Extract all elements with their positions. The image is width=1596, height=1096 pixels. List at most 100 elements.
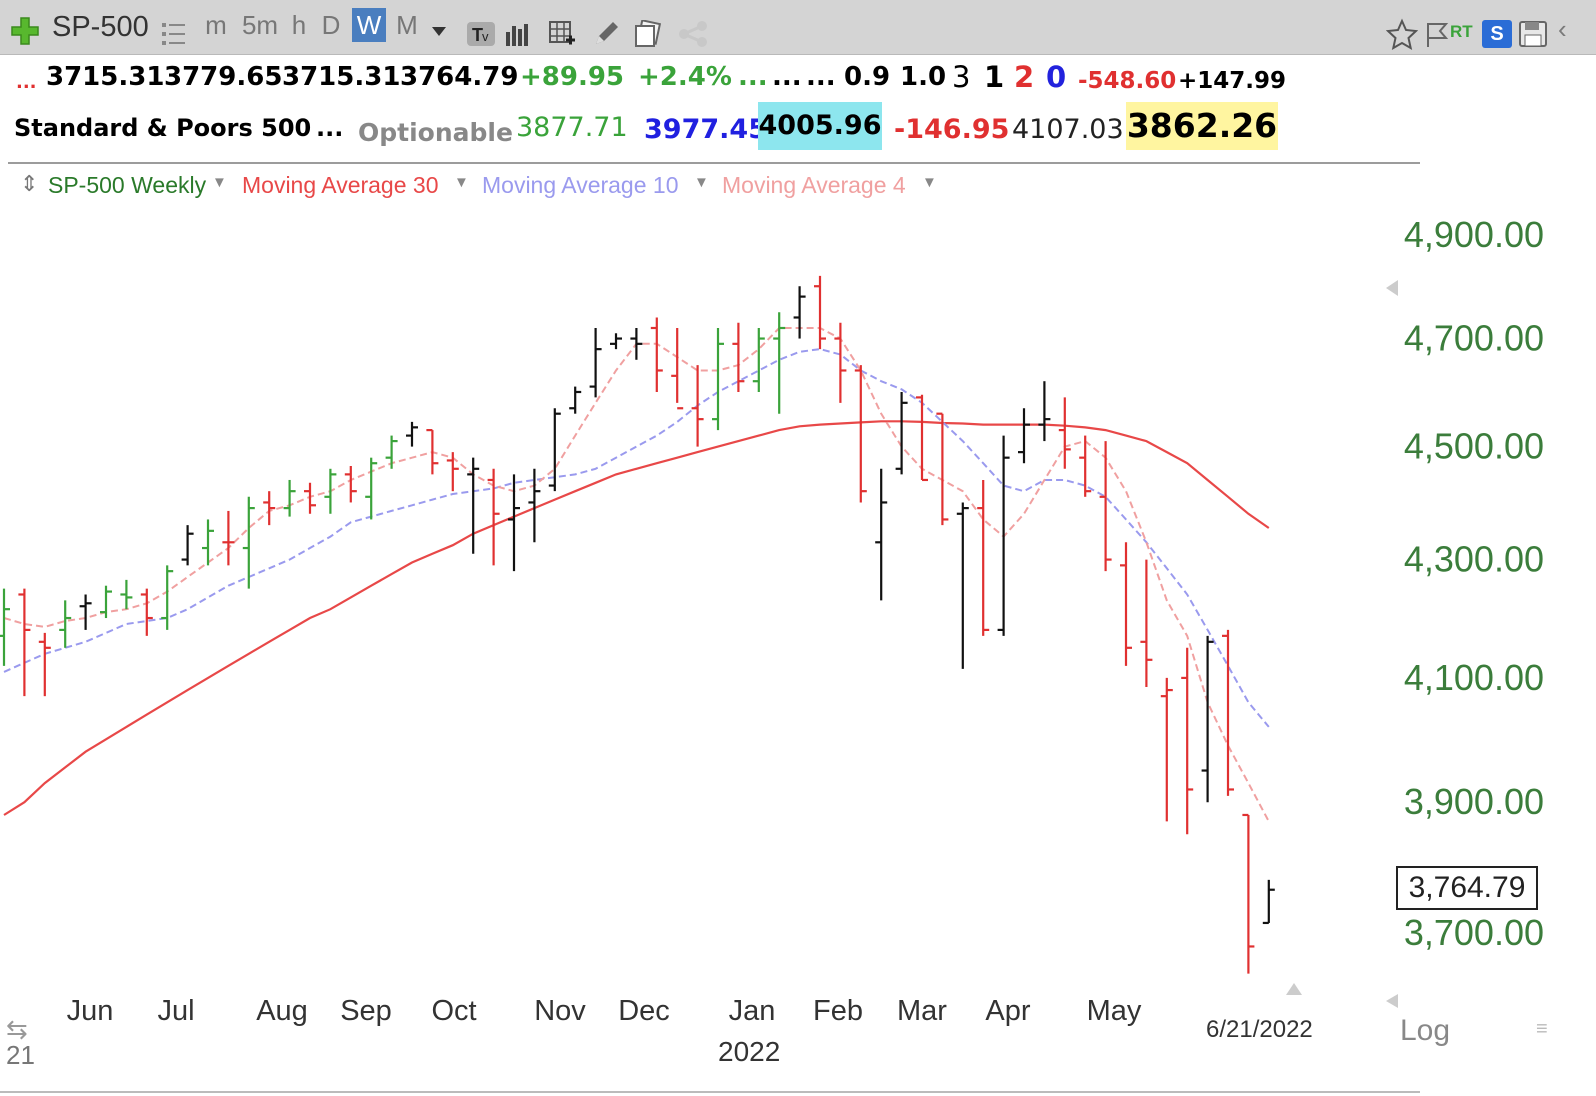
left-scroll-icon[interactable]: ⇆ [6, 1014, 28, 1044]
legend-ma4-dropdown-icon[interactable]: ▼ [922, 174, 937, 191]
s-button[interactable]: S [1482, 20, 1512, 48]
ohlc-bar [161, 565, 174, 630]
ohlc-bar [589, 327, 602, 398]
ohlc-bar [814, 275, 826, 350]
left-partial-label: 21 [6, 1040, 35, 1070]
x-tick-label: Sep [340, 995, 392, 1027]
ohlc-bar [0, 588, 10, 666]
row1-prefix: ... [16, 72, 37, 93]
ohlc-bar [1140, 559, 1153, 688]
interval-m-monthly[interactable]: M [396, 10, 418, 40]
row1-count-2: 1 [984, 60, 1005, 94]
legend-ma10[interactable]: Moving Average 10 [482, 172, 679, 198]
ohlc-bar [610, 333, 622, 350]
row1-ellipsis-3: ... [806, 62, 836, 92]
ma30-line [3, 420, 1270, 816]
header-separator [8, 162, 1420, 164]
ohlc-bar [1242, 813, 1255, 974]
scroll-left-arrow-icon[interactable] [1386, 280, 1398, 296]
ohlc-bar [875, 468, 888, 601]
moving-average-lines [3, 327, 1270, 822]
add-icon[interactable] [10, 16, 40, 46]
flag-icon[interactable] [1424, 20, 1452, 48]
row1-value-2: 1.0 [900, 62, 947, 92]
ohlc-bar [263, 491, 276, 526]
optionable-label: Optionable [358, 118, 513, 147]
rt-label[interactable]: RT [1450, 22, 1473, 41]
pencil-icon[interactable] [592, 20, 620, 48]
y-tick-label: 4,900.00 [1404, 214, 1544, 255]
ohlc-bar [1038, 381, 1051, 442]
ohlc-bar [916, 394, 928, 482]
ohlc-bar [283, 479, 296, 517]
ohlc-bar [732, 322, 745, 392]
y-tick-label: 3,900.00 [1404, 781, 1544, 822]
ohlc-bar [508, 474, 520, 572]
list-icon[interactable] [160, 20, 188, 48]
ohlc-bar [120, 579, 133, 610]
ohlc-bar [242, 496, 255, 589]
ohlc-bar [752, 327, 765, 392]
ohlc-bar [630, 327, 643, 360]
interval-m[interactable]: m [205, 10, 227, 40]
ohlc-bar [100, 585, 112, 619]
ohlc-bar [956, 502, 969, 669]
dropdown-icon[interactable] [430, 22, 448, 40]
ohlc-bar [304, 482, 316, 514]
legend-ma10-dropdown-icon[interactable]: ▼ [694, 174, 709, 191]
x-tick-label: Feb [813, 995, 863, 1027]
y-axis: 4,900.00 4,700.00 4,500.00 4,300.00 4,100.00… [1404, 214, 1544, 953]
ohlc-bar [1262, 879, 1275, 925]
ohlc-bar [1160, 677, 1173, 822]
symbol-label[interactable]: SP-500 [52, 11, 149, 43]
ohlc-bar [365, 457, 378, 520]
row2-value-5: 4107.03 [1012, 114, 1124, 145]
scale-menu-icon[interactable]: ≡ [1536, 1018, 1548, 1040]
y-tick-label: 4,300.00 [1404, 539, 1544, 580]
ohlc-bar [712, 327, 724, 431]
bar-chart-icon[interactable] [504, 20, 532, 48]
svg-text:T: T [472, 25, 483, 45]
ohlc-bar [426, 428, 439, 475]
legend-ma30-dropdown-icon[interactable]: ▼ [454, 174, 469, 191]
ohlc-bar [936, 412, 949, 526]
high-value: 3779.65 [164, 62, 283, 92]
x-tick-label: Jan [729, 995, 776, 1027]
footer-separator [0, 1091, 1420, 1093]
row1-pos-value: +147.99 [1178, 68, 1287, 94]
star-icon[interactable] [1386, 18, 1418, 50]
ohlc-bar [79, 594, 92, 630]
table-icon[interactable] [548, 20, 576, 48]
price-chart[interactable]: 4,900.00 4,700.00 4,500.00 4,300.00 4,100.00… [0, 160, 1596, 1096]
legend-ma30[interactable]: Moving Average 30 [242, 172, 439, 198]
drag-handle-icon[interactable]: ⇕ [20, 171, 39, 196]
legend-series-dropdown-icon[interactable]: ▼ [212, 174, 227, 191]
notes-icon[interactable] [634, 20, 662, 48]
ohlc-bar [1201, 635, 1214, 803]
save-icon[interactable] [1518, 20, 1548, 48]
scroll-up-arrow-icon[interactable] [1286, 983, 1302, 995]
change-pct-value: +2.4% [638, 62, 732, 92]
legend-ma4[interactable]: Moving Average 4 [722, 172, 906, 198]
ma4-line [3, 327, 1270, 822]
share-icon[interactable] [676, 20, 710, 48]
ohlc-bar [1018, 408, 1030, 464]
x-tick-label: Oct [431, 995, 476, 1027]
interval-h[interactable]: h [291, 10, 307, 40]
interval-5m[interactable]: 5m [241, 10, 279, 40]
ohlc-bars [0, 275, 1275, 974]
ohlc-bar [691, 365, 704, 447]
ohlc-bar [446, 452, 459, 492]
scroll-left-arrow-2-icon[interactable] [1386, 994, 1398, 1008]
overflow-icon[interactable]: ‹ [1558, 14, 1567, 44]
legend-series[interactable]: SP-500 Weekly [48, 172, 207, 198]
y-tick-label: 3,700.00 [1404, 912, 1544, 953]
log-toggle[interactable]: Log [1400, 1014, 1451, 1047]
interval-d[interactable]: D [321, 10, 341, 40]
svg-text:v: v [482, 29, 489, 44]
interval-w[interactable]: W [352, 8, 386, 42]
quote-row-2: Standard & Poors 500 ... Optionable 3877… [0, 102, 1420, 158]
x-tick-label: Nov [534, 995, 586, 1027]
